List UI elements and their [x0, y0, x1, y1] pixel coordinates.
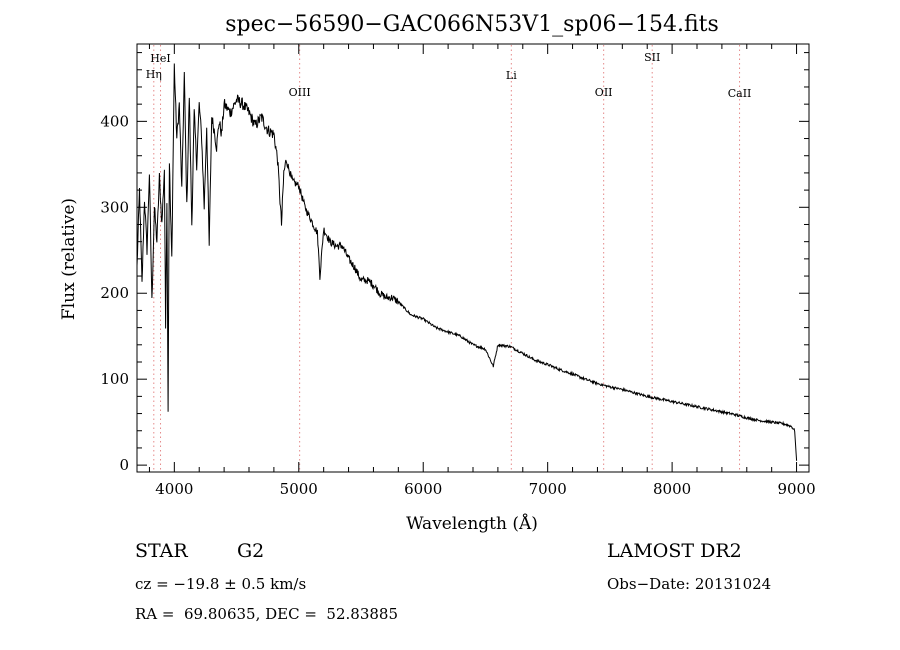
- line-label-2: OIII: [289, 86, 311, 99]
- x-tick-label-1: 5000: [280, 480, 318, 498]
- redshift-cz: cz = −19.8 ± 0.5 km/s: [135, 575, 307, 593]
- chart-title: spec−56590−GAC066N53V1_sp06−154.fits: [225, 12, 719, 37]
- y-axis-label: Flux (relative): [59, 198, 79, 320]
- x-tick-label-2: 6000: [404, 480, 442, 498]
- line-label-3: Li: [506, 69, 517, 82]
- line-label-5: SII: [644, 51, 660, 64]
- survey-name: LAMOST DR2: [607, 540, 742, 562]
- y-tick-label-2: 200: [100, 284, 129, 302]
- object-type: STAR: [135, 540, 188, 562]
- x-tick-label-5: 9000: [777, 480, 815, 498]
- line-markers: HeI Hη OIII Li OII SII CaII: [146, 45, 752, 471]
- y-axis-ticks: 0 100 200 300 400: [100, 52, 809, 474]
- x-tick-label-4: 8000: [653, 480, 691, 498]
- coordinates: RA = 69.80635, DEC = 52.83885: [135, 605, 399, 623]
- plot-frame: [136, 43, 810, 473]
- line-label-4: OII: [595, 86, 613, 99]
- observation-date: Obs−Date: 20131024: [607, 575, 772, 593]
- line-label-0: HeI: [150, 52, 170, 65]
- x-axis-label: Wavelength (Å): [406, 513, 538, 534]
- x-axis-ticks: 4000 5000 6000 7000 8000 9000: [148, 44, 816, 498]
- y-tick-label-4: 400: [100, 112, 129, 130]
- y-tick-label-1: 100: [100, 370, 129, 388]
- line-label-6: CaII: [728, 87, 752, 100]
- subclass: G2: [237, 540, 265, 562]
- y-tick-label-3: 300: [100, 198, 129, 216]
- spectrum-series: [136, 63, 798, 461]
- spectrum-line: [136, 63, 798, 461]
- x-tick-label-0: 4000: [155, 480, 193, 498]
- y-tick-label-0: 0: [119, 456, 129, 474]
- x-tick-label-3: 7000: [529, 480, 567, 498]
- line-label-1: Hη: [146, 68, 162, 81]
